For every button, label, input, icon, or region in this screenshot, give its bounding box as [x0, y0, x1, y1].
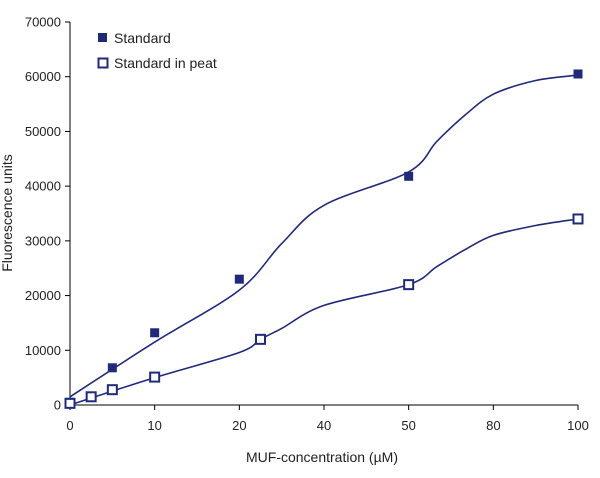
legend: Standard Standard in peat — [97, 30, 217, 71]
y-axis-title: Fluorescence units — [0, 154, 15, 272]
fit-line-series-0 — [69, 74, 579, 398]
x-tick-label: 0 — [66, 418, 73, 433]
x-tick-label: 100 — [567, 418, 589, 433]
data-point-series-1 — [572, 213, 584, 225]
data-point-series-0 — [573, 69, 583, 79]
legend-label-standard-in-peat: Standard in peat — [114, 55, 217, 71]
data-point-series-0 — [107, 363, 117, 373]
y-tick-label: 50000 — [25, 124, 61, 139]
data-point-series-1 — [64, 397, 76, 409]
y-tick-label: 0 — [54, 398, 61, 413]
y-tick-label: 70000 — [25, 15, 61, 30]
legend-marker-standard — [98, 33, 107, 42]
data-point-series-0 — [150, 328, 160, 338]
x-tick-label: 20 — [232, 418, 246, 433]
data-point-series-1 — [106, 384, 118, 396]
legend-label-standard: Standard — [114, 30, 171, 46]
x-tick-label: 10 — [147, 418, 161, 433]
data-point-series-1 — [149, 371, 161, 383]
y-tick-label: 60000 — [25, 69, 61, 84]
data-point-series-1 — [403, 279, 415, 291]
data-point-series-1 — [85, 391, 97, 403]
x-tick-label: 80 — [486, 418, 500, 433]
y-tick-label: 40000 — [25, 179, 61, 194]
data-point-series-0 — [404, 171, 414, 181]
y-tick-label: 30000 — [25, 233, 61, 248]
y-tick-label: 20000 — [25, 288, 61, 303]
data-markers — [64, 69, 584, 409]
legend-marker-standard-in-peat — [97, 57, 109, 69]
data-point-series-1 — [255, 333, 266, 345]
fit-lines — [69, 74, 579, 406]
y-ticks: 0 10000 20000 30000 40000 50000 60000 70000 — [25, 15, 70, 413]
x-tick-label: 40 — [317, 418, 331, 433]
fit-line-series-1 — [69, 218, 579, 406]
x-axis-title: MUF-concentration (µM) — [246, 449, 398, 465]
x-tick-label: 50 — [401, 418, 415, 433]
x-ticks: 0 10 20 40 50 80 100 — [66, 405, 589, 433]
y-tick-label: 10000 — [25, 343, 61, 358]
data-point-series-0 — [234, 274, 244, 284]
